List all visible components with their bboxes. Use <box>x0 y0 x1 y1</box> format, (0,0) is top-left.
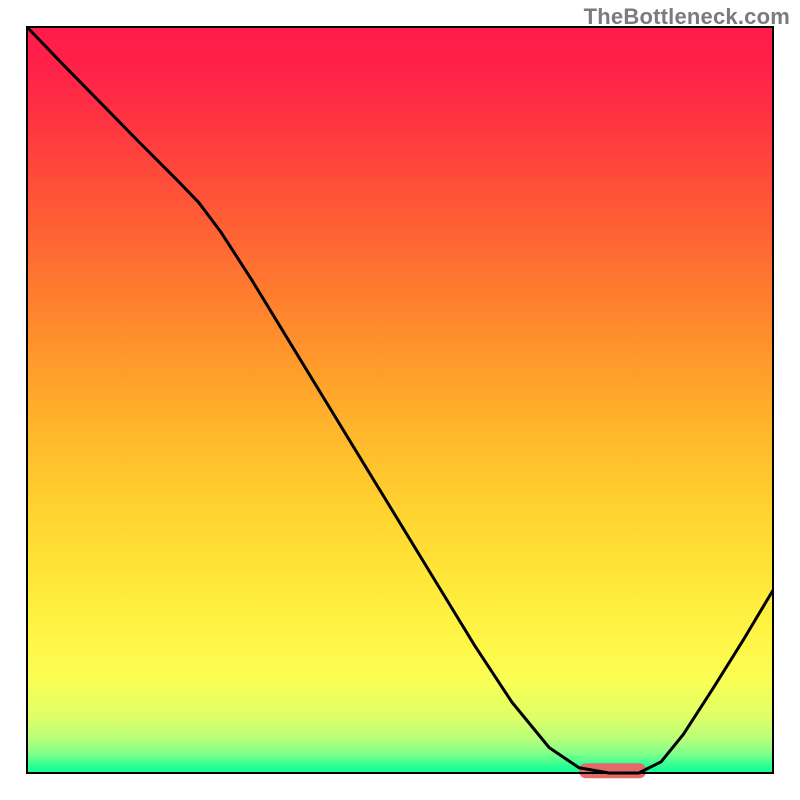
watermark-text: TheBottleneck.com <box>584 4 790 30</box>
chart-container: TheBottleneck.com <box>0 0 800 800</box>
gradient-background <box>27 27 773 773</box>
bottleneck-chart <box>0 0 800 800</box>
